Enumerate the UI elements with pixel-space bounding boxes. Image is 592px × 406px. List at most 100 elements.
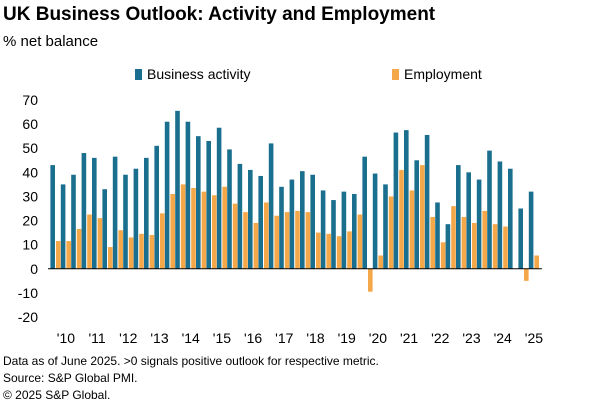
bar-business-activity	[352, 194, 357, 269]
bar-employment	[357, 214, 363, 269]
bar-employment	[326, 233, 331, 269]
x-tick-label: '10	[57, 330, 75, 346]
bar-employment	[66, 241, 71, 269]
bar-business-activity	[320, 190, 326, 269]
chart-footer: Data as of June 2025. >0 signals positiv…	[3, 353, 379, 404]
legend-item-business-activity: Business activity	[135, 66, 250, 82]
footer-source: Source: S&P Global PMI.	[3, 371, 138, 385]
y-tick-label: 50	[22, 140, 38, 156]
bar-employment	[253, 222, 259, 269]
y-tick-label: 10	[22, 237, 38, 253]
bar-employment	[440, 242, 446, 269]
bar-employment	[388, 196, 394, 269]
bar-employment	[503, 226, 508, 269]
bar-employment	[128, 237, 134, 269]
bar-employment	[118, 230, 123, 269]
bar-employment	[451, 206, 456, 269]
x-tick-label: '17	[275, 330, 293, 346]
bar-business-activity	[497, 161, 503, 269]
bar-business-activity	[71, 174, 76, 269]
bar-employment	[243, 212, 248, 269]
y-tick-label: -20	[18, 309, 38, 325]
y-tick-label: 0	[30, 261, 38, 277]
bar-business-activity	[154, 145, 159, 269]
bar-employment	[420, 165, 425, 269]
bar-business-activity	[185, 121, 191, 269]
bar-business-activity	[331, 200, 336, 269]
bar-business-activity	[372, 173, 378, 269]
bar-employment	[316, 232, 321, 269]
bar-employment	[368, 268, 373, 292]
bar-business-activity	[175, 110, 180, 269]
bar-business-activity	[144, 157, 149, 269]
bar-business-activity	[310, 174, 315, 269]
x-tick-label: '18	[306, 330, 324, 346]
legend-label-employment: Employment	[404, 66, 482, 82]
y-tick-label: 70	[22, 92, 38, 108]
x-tick-label: '23	[462, 330, 480, 346]
bar-employment	[284, 212, 290, 269]
legend-swatch-employment	[392, 68, 399, 80]
bar-employment	[264, 202, 269, 269]
bar-business-activity	[164, 121, 170, 269]
bar-employment	[305, 212, 311, 269]
bar-business-activity	[456, 165, 461, 269]
bar-business-activity	[60, 184, 66, 269]
bar-employment	[534, 255, 539, 269]
footer-note: Data as of June 2025. >0 signals positiv…	[3, 354, 379, 368]
bar-business-activity	[528, 191, 534, 269]
bar-employment	[87, 214, 92, 269]
bar-employment	[430, 216, 435, 269]
bar-employment	[201, 191, 207, 269]
bar-employment	[180, 184, 186, 269]
bar-employment	[76, 228, 82, 269]
bar-employment	[274, 215, 279, 269]
chart-legend: Business activity Employment	[0, 66, 592, 86]
y-tick-label: 40	[22, 164, 38, 180]
x-tick-label: '16	[244, 330, 262, 346]
bar-business-activity	[196, 136, 201, 269]
x-tick-label: '19	[338, 330, 356, 346]
y-tick-label: -10	[18, 285, 38, 301]
bar-employment	[336, 236, 342, 269]
bar-business-activity	[487, 150, 492, 269]
bar-business-activity	[92, 157, 97, 269]
bar-employment	[399, 169, 404, 269]
y-tick-label: 60	[22, 116, 38, 132]
y-tick-label: 30	[22, 188, 38, 204]
bar-employment	[524, 268, 529, 281]
bar-employment	[108, 247, 113, 269]
x-tick-label: '15	[213, 330, 231, 346]
bar-business-activity	[393, 132, 399, 269]
chart-subtitle: % net balance	[3, 33, 99, 50]
bar-business-activity	[227, 149, 232, 269]
bar-business-activity	[435, 202, 440, 269]
bar-employment	[222, 186, 227, 269]
bar-employment	[409, 190, 415, 269]
bar-employment	[347, 231, 352, 269]
x-tick-label: '12	[119, 330, 137, 346]
bar-employment	[56, 241, 61, 269]
x-tick-label: '22	[431, 330, 449, 346]
y-tick-label: 20	[22, 213, 38, 229]
bar-business-activity	[383, 184, 388, 269]
bar-business-activity	[102, 189, 107, 269]
bar-business-activity	[476, 179, 482, 269]
bar-business-activity	[268, 143, 274, 269]
legend-item-employment: Employment	[392, 66, 482, 82]
bar-business-activity	[362, 156, 367, 269]
bar-business-activity	[216, 127, 222, 269]
x-tick-label: '13	[150, 330, 168, 346]
bar-business-activity	[81, 153, 87, 269]
bar-business-activity	[50, 165, 55, 269]
bar-business-activity	[424, 134, 430, 269]
bar-business-activity	[518, 208, 523, 269]
bar-business-activity	[237, 163, 243, 269]
bar-employment	[212, 195, 217, 269]
bar-business-activity	[279, 186, 284, 269]
bar-business-activity	[404, 130, 409, 269]
bar-employment	[191, 188, 196, 269]
bar-employment	[139, 233, 144, 269]
bar-employment	[378, 255, 383, 269]
